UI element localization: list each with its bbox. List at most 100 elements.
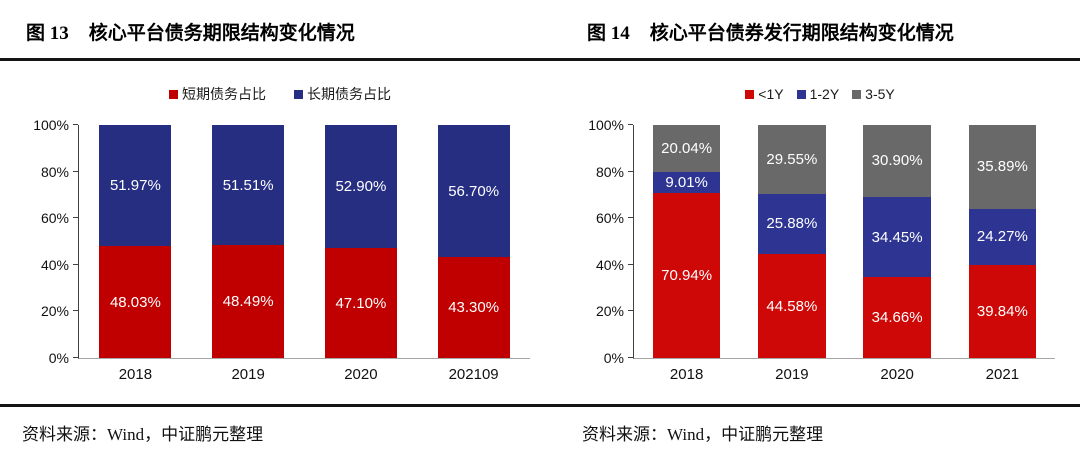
figure-13: 图 13 核心平台债务期限结构变化情况 短期债务占比 长期债务占比 0% 20% 40%… xyxy=(0,0,540,444)
y-axis-tick-label: 40% xyxy=(595,256,624,273)
figure-14-caption: 核心平台债券发行期限结构变化情况 xyxy=(649,23,954,44)
bar-segment-label: 56.70% xyxy=(448,182,500,200)
x-axis-category-label: 2021 xyxy=(985,366,1020,383)
legend-label: 3-5Y xyxy=(865,86,895,102)
bar-segment: 44.58% xyxy=(758,254,826,358)
bar-segment: 20.04% xyxy=(652,125,721,172)
bar-segment: 51.51% xyxy=(212,125,285,246)
y-axis-tick-mark xyxy=(628,263,633,265)
bar-segment: 34.45% xyxy=(863,196,931,278)
figure-13-source-note: 资料来源：Wind，中证鹏元整理 xyxy=(22,425,264,444)
bar-2019: 48.49% 51.51% xyxy=(212,125,285,358)
bar-segment-label: 34.66% xyxy=(871,309,923,327)
bar-segment-label: 52.90% xyxy=(335,178,387,196)
figure-14-x-labels: 2018 2019 2020 2021 xyxy=(634,366,1055,383)
x-axis-category-label: 2019 xyxy=(231,366,265,383)
legend-label: 短期债务占比 xyxy=(182,86,266,102)
y-axis-tick-mark xyxy=(628,310,633,312)
y-axis-tick-label: 40% xyxy=(40,256,69,273)
x-axis-spacer xyxy=(30,366,79,383)
legend-label: 长期债务占比 xyxy=(307,86,391,102)
bar-segment: 35.89% xyxy=(968,125,1037,209)
figure-13-legend: 短期债务占比 长期债务占比 xyxy=(30,85,530,103)
x-axis-category-label: 2019 xyxy=(775,366,809,383)
bar-segment: 29.55% xyxy=(758,125,826,194)
y-axis-tick-label: 0% xyxy=(48,350,69,366)
figure-14-source-note: 资料来源：Wind，中证鹏元整理 xyxy=(582,425,824,444)
bar-segment-label: 39.84% xyxy=(976,303,1028,321)
y-axis-tick-label: 0% xyxy=(603,350,624,366)
bar-segment-label: 35.89% xyxy=(976,158,1028,176)
bar-2021: 39.84% 24.27% 35.89% xyxy=(968,125,1037,358)
legend-swatch-icon xyxy=(852,89,862,99)
figure-14-legend: <1Y 1-2Y 3-5Y xyxy=(585,85,1055,103)
legend-item: 3-5Y xyxy=(852,86,895,102)
y-axis-tick-mark xyxy=(73,170,78,172)
x-axis-category-label: 2020 xyxy=(344,366,378,383)
figure-13-chart: 短期债务占比 长期债务占比 0% 20% 40% 60% 80% 100% 48.03% 51… xyxy=(0,58,540,407)
figure-14-x-axis: 2018 2019 2020 2021 xyxy=(585,366,1055,383)
bar-segment-label: 51.51% xyxy=(222,176,274,194)
figure-13-title: 图 13 核心平台债务期限结构变化情况 xyxy=(0,0,540,58)
figure-13-x-labels: 2018 2019 2020 202109 xyxy=(79,366,530,383)
bar-segment-label: 34.45% xyxy=(871,228,923,246)
bar-segment-label: 51.97% xyxy=(109,177,161,195)
figure-13-number: 图 13 xyxy=(26,23,69,44)
bar-segment-label: 43.30% xyxy=(448,299,500,317)
figure-14-chart: <1Y 1-2Y 3-5Y 0% 20% 40% 60% 80% 100% 70.94% 9.0… xyxy=(540,58,1080,407)
bar-2018: 70.94% 9.01% 20.04% xyxy=(652,125,721,358)
legend-item: 1-2Y xyxy=(796,86,840,102)
bar-segment-label: 48.49% xyxy=(222,293,274,311)
legend-label: <1Y xyxy=(758,86,784,102)
bar-segment: 25.88% xyxy=(758,193,826,255)
figure-13-plot-row: 0% 20% 40% 60% 80% 100% 48.03% 51.97% 48.49% 51.… xyxy=(30,118,530,365)
bar-segment: 56.70% xyxy=(437,125,510,258)
y-axis-tick-label: 20% xyxy=(595,303,624,320)
y-axis-tick-mark xyxy=(73,310,78,312)
bar-segment-label: 44.58% xyxy=(766,297,818,315)
y-axis-tick-mark xyxy=(628,124,633,125)
bar-2019: 44.58% 25.88% 29.55% xyxy=(758,125,826,358)
bar-segment: 24.27% xyxy=(968,208,1037,266)
bar-segment: 9.01% xyxy=(652,171,721,193)
bar-segment-label: 47.10% xyxy=(335,294,387,312)
y-axis-tick-label: 20% xyxy=(40,303,69,320)
bar-segment-label: 24.27% xyxy=(976,228,1028,246)
y-axis-tick-label: 60% xyxy=(40,210,69,227)
legend-item: 短期债务占比 xyxy=(169,84,266,104)
bar-202109: 43.30% 56.70% xyxy=(437,125,510,358)
legend-item: 长期债务占比 xyxy=(294,84,391,104)
y-axis-tick-label: 80% xyxy=(40,163,69,180)
figure-14-plot-area: 70.94% 9.01% 20.04% 44.58% 25.88% 29.55% 34.66… xyxy=(633,125,1055,359)
x-axis-spacer xyxy=(585,366,634,383)
x-axis-category-label: 2018 xyxy=(669,366,704,383)
figure-13-y-axis: 0% 20% 40% 60% 80% 100% xyxy=(30,118,78,365)
legend-swatch-icon xyxy=(796,89,806,99)
bar-segment: 39.84% xyxy=(968,265,1037,358)
y-axis-tick-mark xyxy=(628,217,633,219)
bar-segment: 30.90% xyxy=(863,125,931,197)
bar-segment: 70.94% xyxy=(652,192,721,358)
x-axis-category-label: 2020 xyxy=(880,366,914,383)
figure-14: 图 14 核心平台债券发行期限结构变化情况 <1Y 1-2Y 3-5Y 0% 20% 40… xyxy=(540,0,1080,463)
legend-label: 1-2Y xyxy=(809,86,840,102)
bar-segment: 51.97% xyxy=(99,125,172,247)
y-axis-tick-mark xyxy=(73,357,78,358)
x-axis-category-label: 2018 xyxy=(118,366,153,383)
bar-segment-label: 29.55% xyxy=(766,150,818,168)
figure-13-plot-area: 48.03% 51.97% 48.49% 51.51% 47.10% 52.90% 43.3… xyxy=(78,125,530,359)
bar-segment: 47.10% xyxy=(324,248,397,358)
legend-swatch-icon xyxy=(294,89,303,99)
x-axis-category-label: 202109 xyxy=(448,366,499,383)
bar-2020: 47.10% 52.90% xyxy=(324,125,397,358)
figure-14-plot-row: 0% 20% 40% 60% 80% 100% 70.94% 9.01% 20.04% 44.5… xyxy=(585,118,1055,365)
legend-swatch-icon xyxy=(169,89,178,99)
figure-14-title: 图 14 核心平台债券发行期限结构变化情况 xyxy=(540,0,1080,58)
y-axis-tick-label: 100% xyxy=(33,117,69,133)
y-axis-tick-mark xyxy=(73,124,78,125)
y-axis-tick-mark xyxy=(73,263,78,265)
bar-segment-label: 30.90% xyxy=(871,152,923,170)
bar-segment-label: 70.94% xyxy=(661,266,713,284)
bar-segment: 48.03% xyxy=(99,246,172,358)
